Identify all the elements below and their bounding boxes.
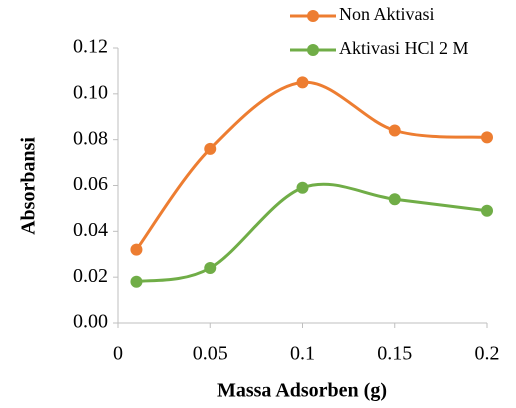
x-tick-label: 0 — [113, 343, 123, 365]
legend-marker — [307, 44, 319, 56]
data-point — [481, 204, 493, 217]
y-axis-title: Absorbansi — [18, 137, 40, 235]
y-tick-label: 0.00 — [73, 311, 108, 333]
x-axis-title: Massa Adsorben (g) — [217, 380, 387, 402]
series-line — [135, 80, 488, 251]
legend-text: Aktivasi HCl 2 M — [339, 38, 469, 58]
x-tick-label: 0.1 — [290, 343, 315, 365]
data-point — [130, 243, 143, 256]
data-point — [130, 275, 143, 288]
data-point — [388, 124, 401, 137]
legend-text: Non Aktivasi — [339, 4, 435, 24]
data-point — [204, 142, 217, 155]
data-point — [296, 181, 309, 194]
data-point — [296, 76, 309, 89]
legend-marker — [307, 10, 319, 22]
data-point — [481, 131, 493, 144]
y-tick-label: 0.10 — [73, 81, 108, 103]
y-tick-label: 0.08 — [73, 127, 108, 149]
y-tick-label: 0.04 — [73, 219, 108, 241]
data-point — [204, 262, 217, 274]
data-point — [388, 193, 401, 206]
y-tick-label: 0.06 — [73, 173, 108, 195]
y-tick-label: 0.12 — [73, 36, 108, 58]
y-tick-label: 0.02 — [73, 265, 108, 287]
x-tick-label: 0.2 — [475, 343, 500, 365]
series-line — [136, 182, 488, 284]
x-tick-label: 0.15 — [377, 343, 412, 365]
x-tick-label: 0.05 — [193, 343, 228, 365]
